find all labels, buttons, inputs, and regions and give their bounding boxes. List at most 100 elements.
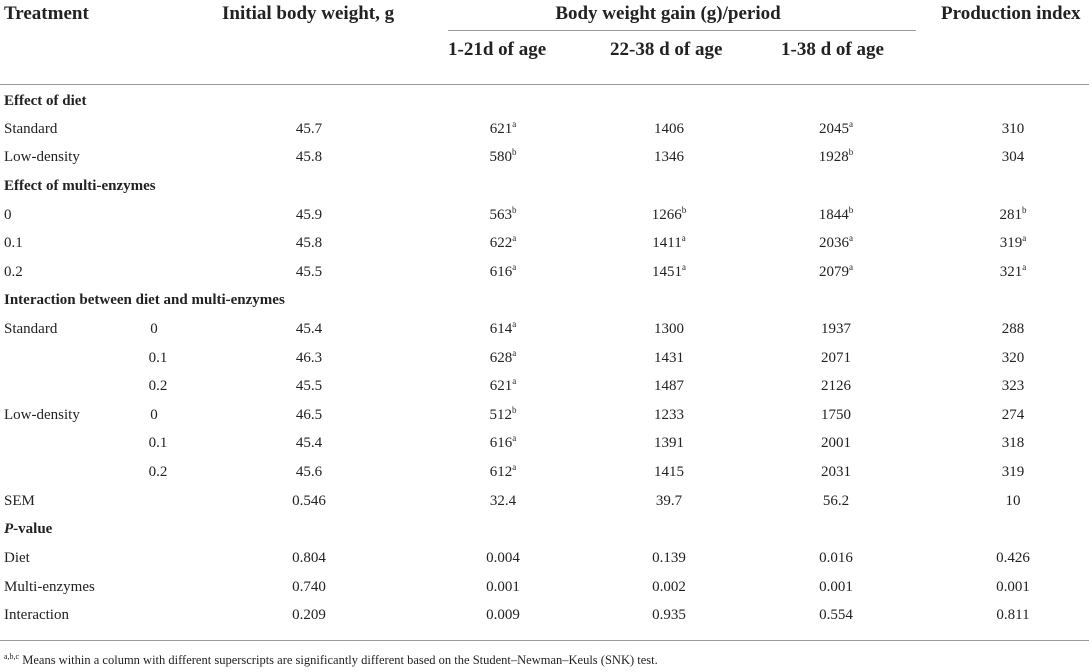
cell-p1: 616a (489, 262, 517, 280)
cell-pi: 323 (1001, 378, 1025, 394)
row-label: Diet (4, 550, 30, 566)
row-sublabel: 0 (150, 321, 158, 337)
cell-p2: 1487 (654, 378, 684, 394)
row-label: Multi-enzymes (4, 579, 95, 595)
cell-pi: 319 (1001, 464, 1025, 480)
cell-ibw: 45.5 (295, 378, 323, 394)
cell-p1: 563b (489, 205, 517, 223)
cell-p1: 616a (489, 433, 517, 451)
row-sublabel: 0.1 (148, 435, 168, 451)
cell-p1: 614a (489, 319, 517, 337)
row-sublabel: 0.2 (148, 464, 168, 480)
cell-p3: 0.016 (819, 550, 853, 566)
cell-p1: 0.001 (486, 579, 520, 595)
header-production-index: Production index (941, 3, 1081, 24)
cell-p2: 0.935 (652, 607, 686, 623)
section-effect-of-diet: Effect of diet (4, 93, 87, 109)
cell-p1: 0.009 (486, 607, 520, 623)
cell-p1: 628a (489, 348, 517, 366)
cell-pi: 0.811 (996, 607, 1030, 623)
cell-p3: 2126 (821, 378, 851, 394)
header-period-22-38: 22-38 d of age (610, 39, 723, 60)
cell-p3: 2001 (821, 435, 851, 451)
cell-p3: 2079a (819, 262, 853, 280)
cell-pi: 318 (1001, 435, 1025, 451)
cell-p1: 0.004 (486, 550, 520, 566)
header-treatment: Treatment (4, 3, 89, 24)
cell-p2: 1346 (654, 149, 684, 165)
cell-ibw: 45.9 (295, 207, 323, 223)
cell-ibw: 45.6 (295, 464, 323, 480)
cell-p2: 1415 (654, 464, 684, 480)
cell-p3: 0.001 (819, 579, 853, 595)
cell-p1: 580b (489, 147, 517, 165)
row-label: Standard (4, 321, 58, 337)
cell-p2: 1406 (654, 121, 684, 137)
cell-p2: 1431 (654, 350, 684, 366)
section-p-value: P-value (4, 521, 53, 537)
cell-ibw: 45.4 (295, 435, 323, 451)
cell-p3: 1928b (818, 147, 854, 165)
header-bottom-rule (0, 84, 1089, 85)
cell-p1: 512b (489, 405, 517, 423)
header-period-1-38: 1-38 d of age (781, 39, 884, 60)
cell-ibw: 45.4 (295, 321, 323, 337)
cell-pi: 10 (1005, 493, 1021, 509)
cell-p3: 1750 (821, 407, 851, 423)
cell-p3: 0.554 (819, 607, 853, 623)
cell-pi: 320 (1001, 350, 1025, 366)
cell-p3: 2031 (821, 464, 851, 480)
cell-ibw: 45.7 (295, 121, 323, 137)
row-label: 0 (4, 207, 12, 223)
cell-ibw: 0.546 (292, 493, 326, 509)
cell-ibw: 0.804 (292, 550, 326, 566)
cell-ibw: 45.5 (295, 264, 323, 280)
row-sublabel: 0.1 (148, 350, 168, 366)
cell-p1: 612a (489, 462, 517, 480)
row-label: Interaction (4, 607, 69, 623)
cell-pi: 288 (1001, 321, 1025, 337)
row-label: Standard (4, 121, 58, 137)
header-initial-body-weight: Initial body weight, g (222, 3, 395, 24)
section-interaction: Interaction between diet and multi-enzym… (4, 292, 285, 308)
cell-p1: 621a (489, 119, 517, 137)
cell-pi: 0.426 (996, 550, 1030, 566)
cell-p1: 622a (489, 233, 517, 251)
header-period-1-21: 1-21d of age (448, 39, 547, 60)
cell-ibw: 0.209 (292, 607, 326, 623)
cell-pi: 304 (1001, 149, 1025, 165)
cell-p3: 1937 (821, 321, 851, 337)
cell-p2: 1266b (651, 205, 687, 223)
cell-p2: 1391 (654, 435, 684, 451)
cell-pi: 310 (1001, 121, 1025, 137)
cell-p3: 2036a (819, 233, 853, 251)
header-group-rule (448, 30, 916, 31)
cell-p3: 1844b (818, 205, 854, 223)
table-bottom-rule (0, 640, 1089, 641)
cell-p2: 39.7 (655, 493, 683, 509)
cell-p1: 32.4 (489, 493, 517, 509)
cell-p3: 56.2 (822, 493, 850, 509)
row-sublabel: 0 (150, 407, 158, 423)
cell-p2: 0.139 (652, 550, 686, 566)
cell-p2: 1233 (654, 407, 684, 423)
row-sublabel: 0.2 (148, 378, 168, 394)
cell-p3: 2071 (821, 350, 851, 366)
header-body-weight-gain: Body weight gain (g)/period (555, 3, 781, 24)
cell-p3: 2045a (819, 119, 853, 137)
cell-pi: 0.001 (996, 579, 1030, 595)
cell-p1: 621a (489, 376, 517, 394)
cell-p2: 1451a (652, 262, 686, 280)
row-label: 0.1 (4, 235, 23, 251)
cell-pi: 321a (999, 262, 1027, 280)
row-label: 0.2 (4, 264, 23, 280)
cell-pi: 274 (1001, 407, 1025, 423)
cell-ibw: 45.8 (295, 235, 323, 251)
cell-ibw: 0.740 (292, 579, 326, 595)
footnote: a,b,c Means within a column with differe… (4, 652, 658, 667)
row-label: Low-density (4, 149, 80, 165)
row-label: SEM (4, 493, 35, 509)
row-label: Low-density (4, 407, 80, 423)
cell-p2: 0.002 (652, 579, 686, 595)
cell-p2: 1411a (652, 233, 686, 251)
